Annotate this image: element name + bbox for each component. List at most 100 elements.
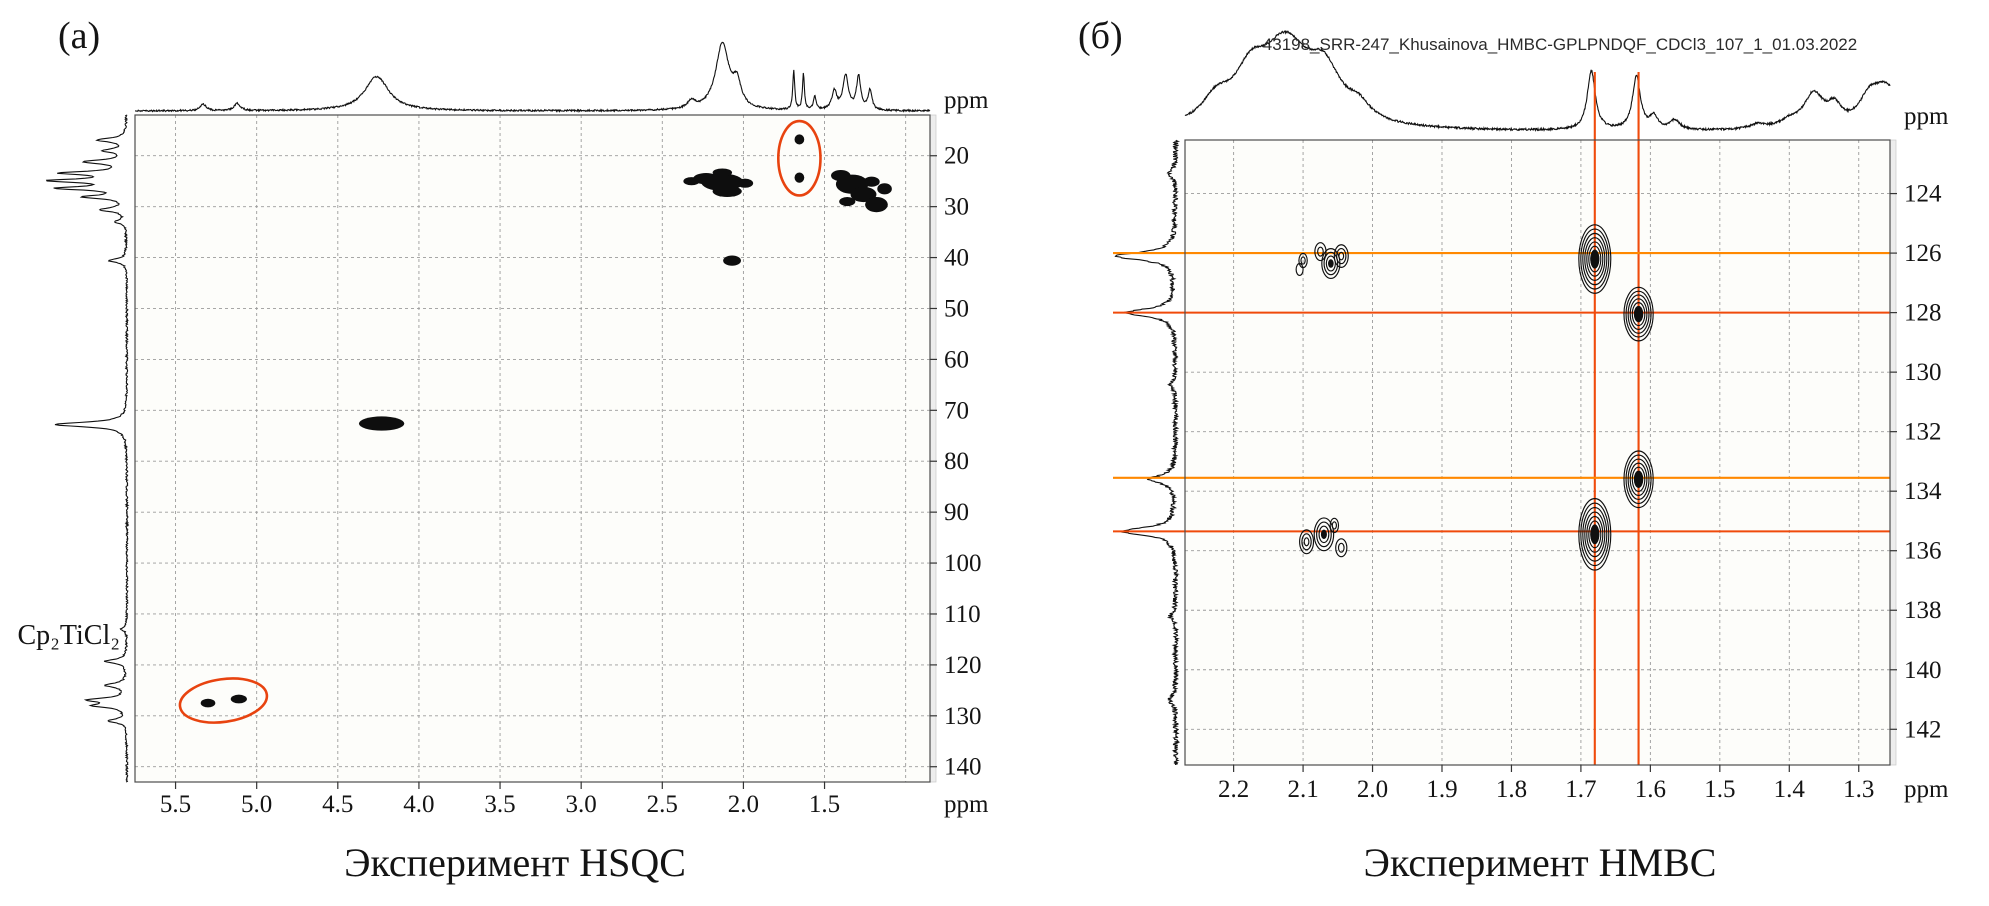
hmbc-contour-peak: [1301, 533, 1312, 551]
hsqc-peak: [863, 176, 880, 187]
hmbc-contour-peak: [1317, 246, 1324, 257]
y-tick-label: 138: [1904, 597, 1942, 624]
hmbc-contour-peak: [1325, 255, 1336, 272]
hmbc-contour-core: [1634, 471, 1643, 488]
hmbc-contour-peak: [1625, 454, 1652, 505]
x-tick-label: 1.4: [1774, 776, 1806, 803]
panel-hmbc: 2.2 2.1 2.0 1.9 1.8 1.7 1.6 1.5 1.4 1.3 124 126 128 1…: [995, 0, 1989, 906]
hmbc-plot-area: 2.2 2.1 2.0 1.9 1.8 1.7 1.6 1.5 1.4 1.3 124 126 128 1…: [1113, 30, 1942, 803]
x-tick-label: 2.0: [728, 791, 759, 818]
hsqc-peak: [712, 168, 733, 177]
hmbc-contour-peak: [1336, 247, 1347, 265]
highlight-ellipse: [777, 119, 822, 197]
hsqc-peak: [230, 694, 247, 704]
hsqc-caption: Эксперимент HSQC: [344, 840, 686, 885]
hmbc-caption: Эксперимент HMBC: [1364, 840, 1717, 885]
x-tick-label: 3.5: [484, 791, 515, 818]
hmbc-contour-peak: [1584, 237, 1606, 282]
hmbc-y-axis-unit: ppm: [1904, 103, 1949, 130]
carbon-1d-trace: [1114, 139, 1181, 765]
y-tick-label: 70: [944, 397, 969, 424]
x-tick-label: 3.0: [566, 791, 597, 818]
y-tick-label: 90: [944, 499, 969, 526]
hmbc-contour-peak: [1314, 242, 1327, 262]
y-tick-label: 130: [1904, 359, 1942, 386]
hmbc-contour-peak: [1631, 466, 1646, 492]
hmbc-contour-peak: [1580, 228, 1610, 290]
y-tick-label: 134: [1904, 478, 1942, 505]
x-tick-label: 1.8: [1496, 776, 1527, 803]
x-tick-label: 2.1: [1287, 776, 1318, 803]
y-tick-label: 20: [944, 143, 969, 170]
hmbc-contour-peak: [1586, 515, 1604, 553]
grid: [135, 115, 930, 782]
y-tick-label: 60: [944, 346, 969, 373]
hsqc-peak: [839, 196, 856, 207]
hmbc-contour-peak: [1633, 305, 1644, 323]
hmbc-contour-peak: [1338, 251, 1345, 261]
hsqc-peak: [794, 134, 805, 145]
y-tick-label: 140: [1904, 657, 1942, 684]
hsqc-plot-area: 5.5 5.0 4.5 4.0 3.5 3.0 2.5 2.0 1.5 20 30 40 50 60 70 8…: [45, 41, 982, 818]
plot-border: [134, 114, 931, 783]
x-tick-label: 4.5: [322, 791, 353, 818]
hsqc-x-axis-unit: ppm: [944, 791, 989, 818]
hmbc-contour-peak: [1318, 525, 1330, 544]
hmbc-contour-peak: [1580, 502, 1610, 567]
hmbc-contour-peak: [1337, 542, 1345, 553]
hsqc-y-axis-unit: ppm: [944, 87, 989, 114]
y-tick-label: 128: [1904, 300, 1942, 327]
hmbc-contour-peak: [1313, 517, 1335, 552]
hmbc-contour-core: [1590, 249, 1600, 269]
y-tick-label: 136: [1904, 538, 1942, 565]
x-tick-label: 4.0: [403, 791, 434, 818]
hsqc-peak: [850, 186, 877, 203]
x-tick-label: 1.3: [1843, 776, 1874, 803]
hmbc-x-axis-unit: ppm: [1904, 776, 1949, 803]
hsqc-peak: [831, 169, 851, 182]
hmbc-contour-peak: [1578, 224, 1612, 294]
hmbc-contour-peak: [1623, 450, 1654, 509]
panel-hsqc: 5.5 5.0 4.5 4.0 3.5 3.0 2.5 2.0 1.5 20 30 40 50 60 70 8…: [17, 15, 989, 885]
carbon-1d-trace: [45, 114, 130, 783]
y-tick-label: 80: [944, 448, 969, 475]
hmbc-spectrum-svg: 2.2 2.1 2.0 1.9 1.8 1.7 1.6 1.5 1.4 1.3 124 126 128 1…: [1078, 15, 1949, 885]
hmbc-contour-peak: [1578, 498, 1612, 571]
hmbc-contour-peak: [1295, 262, 1304, 276]
axis-strip: [1889, 139, 1897, 766]
y-tick-label: 30: [944, 194, 969, 221]
hsqc-peak: [693, 173, 720, 185]
hmbc-contour-core: [1321, 529, 1327, 539]
y-tick-label: 120: [944, 652, 982, 679]
proton-1d-trace: [135, 41, 931, 113]
x-tick-label: 5.0: [241, 791, 272, 818]
x-tick-label: 1.6: [1635, 776, 1666, 803]
plot-background: [1185, 140, 1890, 765]
hmbc-contour-peak: [1303, 537, 1310, 547]
hsqc-peak: [683, 177, 700, 186]
proton-1d-trace: [1184, 30, 1891, 132]
y-tick-label: 100: [944, 550, 982, 577]
hmbc-contour-peak: [1582, 506, 1608, 562]
hmbc-experiment-header: 43198_SRR-247_Khusainova_HMBC-GPLPNDQF_C…: [1263, 35, 1857, 54]
y-tick-label: 140: [944, 754, 982, 781]
hmbc-contour-peak: [1629, 298, 1648, 330]
hsqc-peak: [865, 196, 888, 213]
plot-background: [135, 115, 930, 782]
y-tick-label: 126: [1904, 240, 1942, 267]
x-tick-label: 5.5: [160, 791, 191, 818]
hsqc-peak: [200, 698, 216, 708]
hsqc-peak: [712, 185, 742, 197]
hmbc-contour-peak: [1333, 244, 1349, 268]
hmbc-contour-core: [1328, 259, 1334, 268]
y-tick-label: 132: [1904, 419, 1942, 446]
hmbc-contour-peak: [1627, 458, 1650, 501]
hmbc-contour-peak: [1633, 470, 1644, 488]
y-tick-label: 50: [944, 295, 969, 322]
hmbc-contour-peak: [1300, 256, 1306, 265]
hmbc-contour-peak: [1299, 529, 1315, 555]
panel-label-a: (а): [58, 15, 100, 57]
hsqc-peak: [877, 183, 892, 195]
hmbc-contour-peak: [1627, 294, 1650, 334]
hsqc-peak: [358, 416, 405, 431]
